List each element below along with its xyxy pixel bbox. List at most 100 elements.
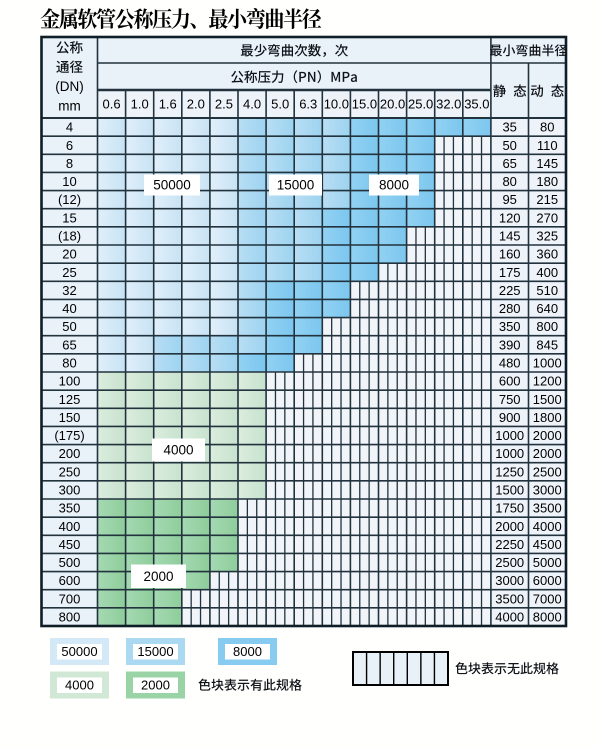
svg-text:640: 640 (536, 301, 558, 316)
svg-text:25.0: 25.0 (408, 97, 433, 112)
svg-text:1.0: 1.0 (131, 97, 149, 112)
svg-text:845: 845 (536, 337, 558, 352)
svg-text:2250: 2250 (495, 537, 524, 552)
svg-text:125: 125 (59, 392, 81, 407)
svg-text:325: 325 (536, 229, 558, 244)
svg-text:8: 8 (66, 156, 73, 171)
svg-text:1000: 1000 (495, 446, 524, 461)
svg-text:(18): (18) (58, 229, 81, 244)
svg-text:600: 600 (499, 374, 521, 389)
svg-text:350: 350 (59, 501, 81, 516)
svg-text:2500: 2500 (495, 555, 524, 570)
svg-text:0.6: 0.6 (103, 97, 121, 112)
svg-text:(175): (175) (54, 428, 84, 443)
svg-text:1.6: 1.6 (159, 97, 177, 112)
svg-text:8000: 8000 (533, 610, 562, 625)
svg-text:1750: 1750 (495, 501, 524, 516)
svg-text:3000: 3000 (495, 573, 524, 588)
svg-text:65: 65 (502, 156, 516, 171)
svg-text:225: 225 (499, 283, 521, 298)
svg-text:32: 32 (62, 283, 76, 298)
svg-text:32.0: 32.0 (436, 97, 461, 112)
svg-text:2000: 2000 (495, 519, 524, 534)
svg-text:160: 160 (499, 247, 521, 262)
svg-text:3000: 3000 (533, 483, 562, 498)
svg-text:50: 50 (502, 138, 516, 153)
svg-text:4000: 4000 (65, 678, 94, 693)
svg-text:6000: 6000 (533, 573, 562, 588)
svg-text:4.0: 4.0 (243, 97, 261, 112)
svg-text:8000: 8000 (379, 178, 409, 193)
svg-text:510: 510 (536, 283, 558, 298)
svg-text:400: 400 (536, 265, 558, 280)
svg-text:25: 25 (62, 265, 76, 280)
svg-text:15.0: 15.0 (352, 97, 377, 112)
svg-text:80: 80 (540, 120, 554, 135)
svg-text:270: 270 (536, 210, 558, 225)
svg-text:1500: 1500 (533, 392, 562, 407)
svg-text:400: 400 (59, 519, 81, 534)
svg-text:145: 145 (499, 229, 521, 244)
svg-text:15000: 15000 (137, 644, 173, 659)
svg-text:110: 110 (537, 138, 558, 153)
svg-text:600: 600 (59, 573, 81, 588)
svg-text:750: 750 (499, 392, 521, 407)
svg-text:100: 100 (59, 374, 81, 389)
svg-text:50: 50 (62, 319, 76, 334)
svg-text:480: 480 (499, 356, 521, 371)
svg-text:900: 900 (499, 410, 521, 425)
svg-text:2000: 2000 (141, 678, 170, 693)
svg-text:200: 200 (59, 446, 81, 461)
svg-text:1250: 1250 (495, 464, 524, 479)
svg-text:450: 450 (59, 537, 81, 552)
svg-text:4000: 4000 (533, 519, 562, 534)
svg-text:350: 350 (499, 319, 521, 334)
svg-text:3500: 3500 (495, 591, 524, 606)
svg-text:800: 800 (536, 319, 558, 334)
svg-text:390: 390 (499, 337, 521, 352)
svg-text:65: 65 (62, 337, 76, 352)
svg-text:mm: mm (58, 99, 81, 114)
svg-text:4: 4 (66, 120, 73, 135)
svg-text:2000: 2000 (533, 428, 562, 443)
svg-text:4500: 4500 (533, 537, 562, 552)
svg-text:2000: 2000 (533, 446, 562, 461)
svg-text:50000: 50000 (153, 178, 191, 193)
svg-text:6: 6 (66, 138, 73, 153)
svg-text:360: 360 (536, 247, 558, 262)
svg-text:180: 180 (536, 174, 558, 189)
svg-text:20: 20 (62, 247, 76, 262)
svg-text:1000: 1000 (533, 356, 562, 371)
svg-text:215: 215 (536, 192, 558, 207)
svg-text:1500: 1500 (495, 483, 524, 498)
svg-text:1200: 1200 (533, 374, 562, 389)
svg-text:15: 15 (62, 210, 76, 225)
svg-text:80: 80 (62, 356, 76, 371)
svg-text:80: 80 (502, 174, 516, 189)
svg-text:2500: 2500 (533, 464, 562, 479)
svg-text:40: 40 (62, 301, 76, 316)
svg-text:800: 800 (59, 610, 81, 625)
svg-text:2.5: 2.5 (215, 97, 233, 112)
svg-text:250: 250 (59, 464, 81, 479)
svg-text:35.0: 35.0 (464, 97, 489, 112)
svg-text:145: 145 (536, 156, 558, 171)
svg-text:(DN): (DN) (55, 79, 84, 94)
svg-text:2.0: 2.0 (187, 97, 205, 112)
svg-text:700: 700 (59, 591, 81, 606)
svg-text:500: 500 (59, 555, 81, 570)
svg-text:8000: 8000 (233, 644, 262, 659)
svg-text:6.3: 6.3 (299, 97, 317, 112)
svg-text:4000: 4000 (495, 610, 524, 625)
svg-text:35: 35 (502, 120, 516, 135)
svg-text:10: 10 (62, 174, 76, 189)
svg-text:(12): (12) (58, 192, 81, 207)
svg-text:50000: 50000 (61, 644, 97, 659)
svg-text:95: 95 (502, 192, 516, 207)
svg-text:10.0: 10.0 (324, 97, 349, 112)
svg-text:5000: 5000 (533, 555, 562, 570)
svg-text:20.0: 20.0 (380, 97, 405, 112)
svg-text:7000: 7000 (533, 591, 562, 606)
svg-text:150: 150 (59, 410, 81, 425)
svg-text:2000: 2000 (143, 569, 173, 584)
